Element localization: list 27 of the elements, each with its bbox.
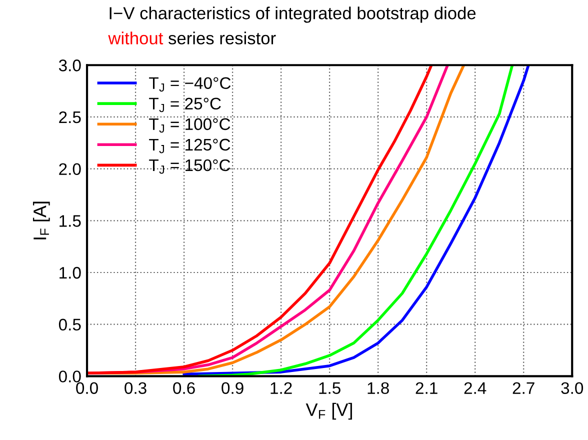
y-tick-label: 0.5 bbox=[58, 318, 81, 331]
legend-label: T$_{J}$ = 150°C bbox=[149, 159, 230, 174]
x-axis-title: V$_{F}$ [V] bbox=[306, 402, 352, 420]
y-tick-label: 2.5 bbox=[59, 111, 81, 124]
chart-subtitle: without series resistor bbox=[108, 32, 276, 44]
y-tick-label: 1.0 bbox=[60, 266, 81, 279]
x-tick-label: 2.4 bbox=[464, 382, 486, 394]
x-tick-label: 0.0 bbox=[76, 382, 98, 394]
x-tick-label: 0.3 bbox=[124, 382, 146, 394]
x-tick-label: 1.5 bbox=[319, 382, 340, 394]
x-tick-label: 2.7 bbox=[512, 382, 534, 394]
x-tick-label: 3.0 bbox=[561, 382, 584, 394]
y-tick-label: 3.0 bbox=[58, 60, 81, 72]
chart-title: I−V characteristics of integrated bootstrap diode bbox=[110, 6, 476, 23]
legend-label: T$_{J}$ = 100°C bbox=[149, 118, 230, 133]
legend-label: T$_{J}$ = 25°C bbox=[149, 98, 221, 112]
x-tick-label: 0.6 bbox=[173, 382, 195, 394]
y-tick-label: 1.5 bbox=[60, 215, 81, 227]
legend-label: T$_{J}$ = −40°C bbox=[149, 77, 231, 92]
x-tick-label: 2.1 bbox=[416, 382, 438, 394]
y-axis-title: I$_{F}$ [A] bbox=[32, 202, 50, 240]
x-tick-label: 1.8 bbox=[368, 382, 389, 394]
y-tick-label: 0.0 bbox=[58, 370, 81, 382]
x-tick-label: 1.2 bbox=[270, 382, 292, 394]
legend-label: T$_{J}$ = 125°C bbox=[149, 138, 230, 154]
x-tick-label: 0.9 bbox=[222, 382, 244, 394]
y-tick-label: 2.0 bbox=[59, 163, 81, 176]
